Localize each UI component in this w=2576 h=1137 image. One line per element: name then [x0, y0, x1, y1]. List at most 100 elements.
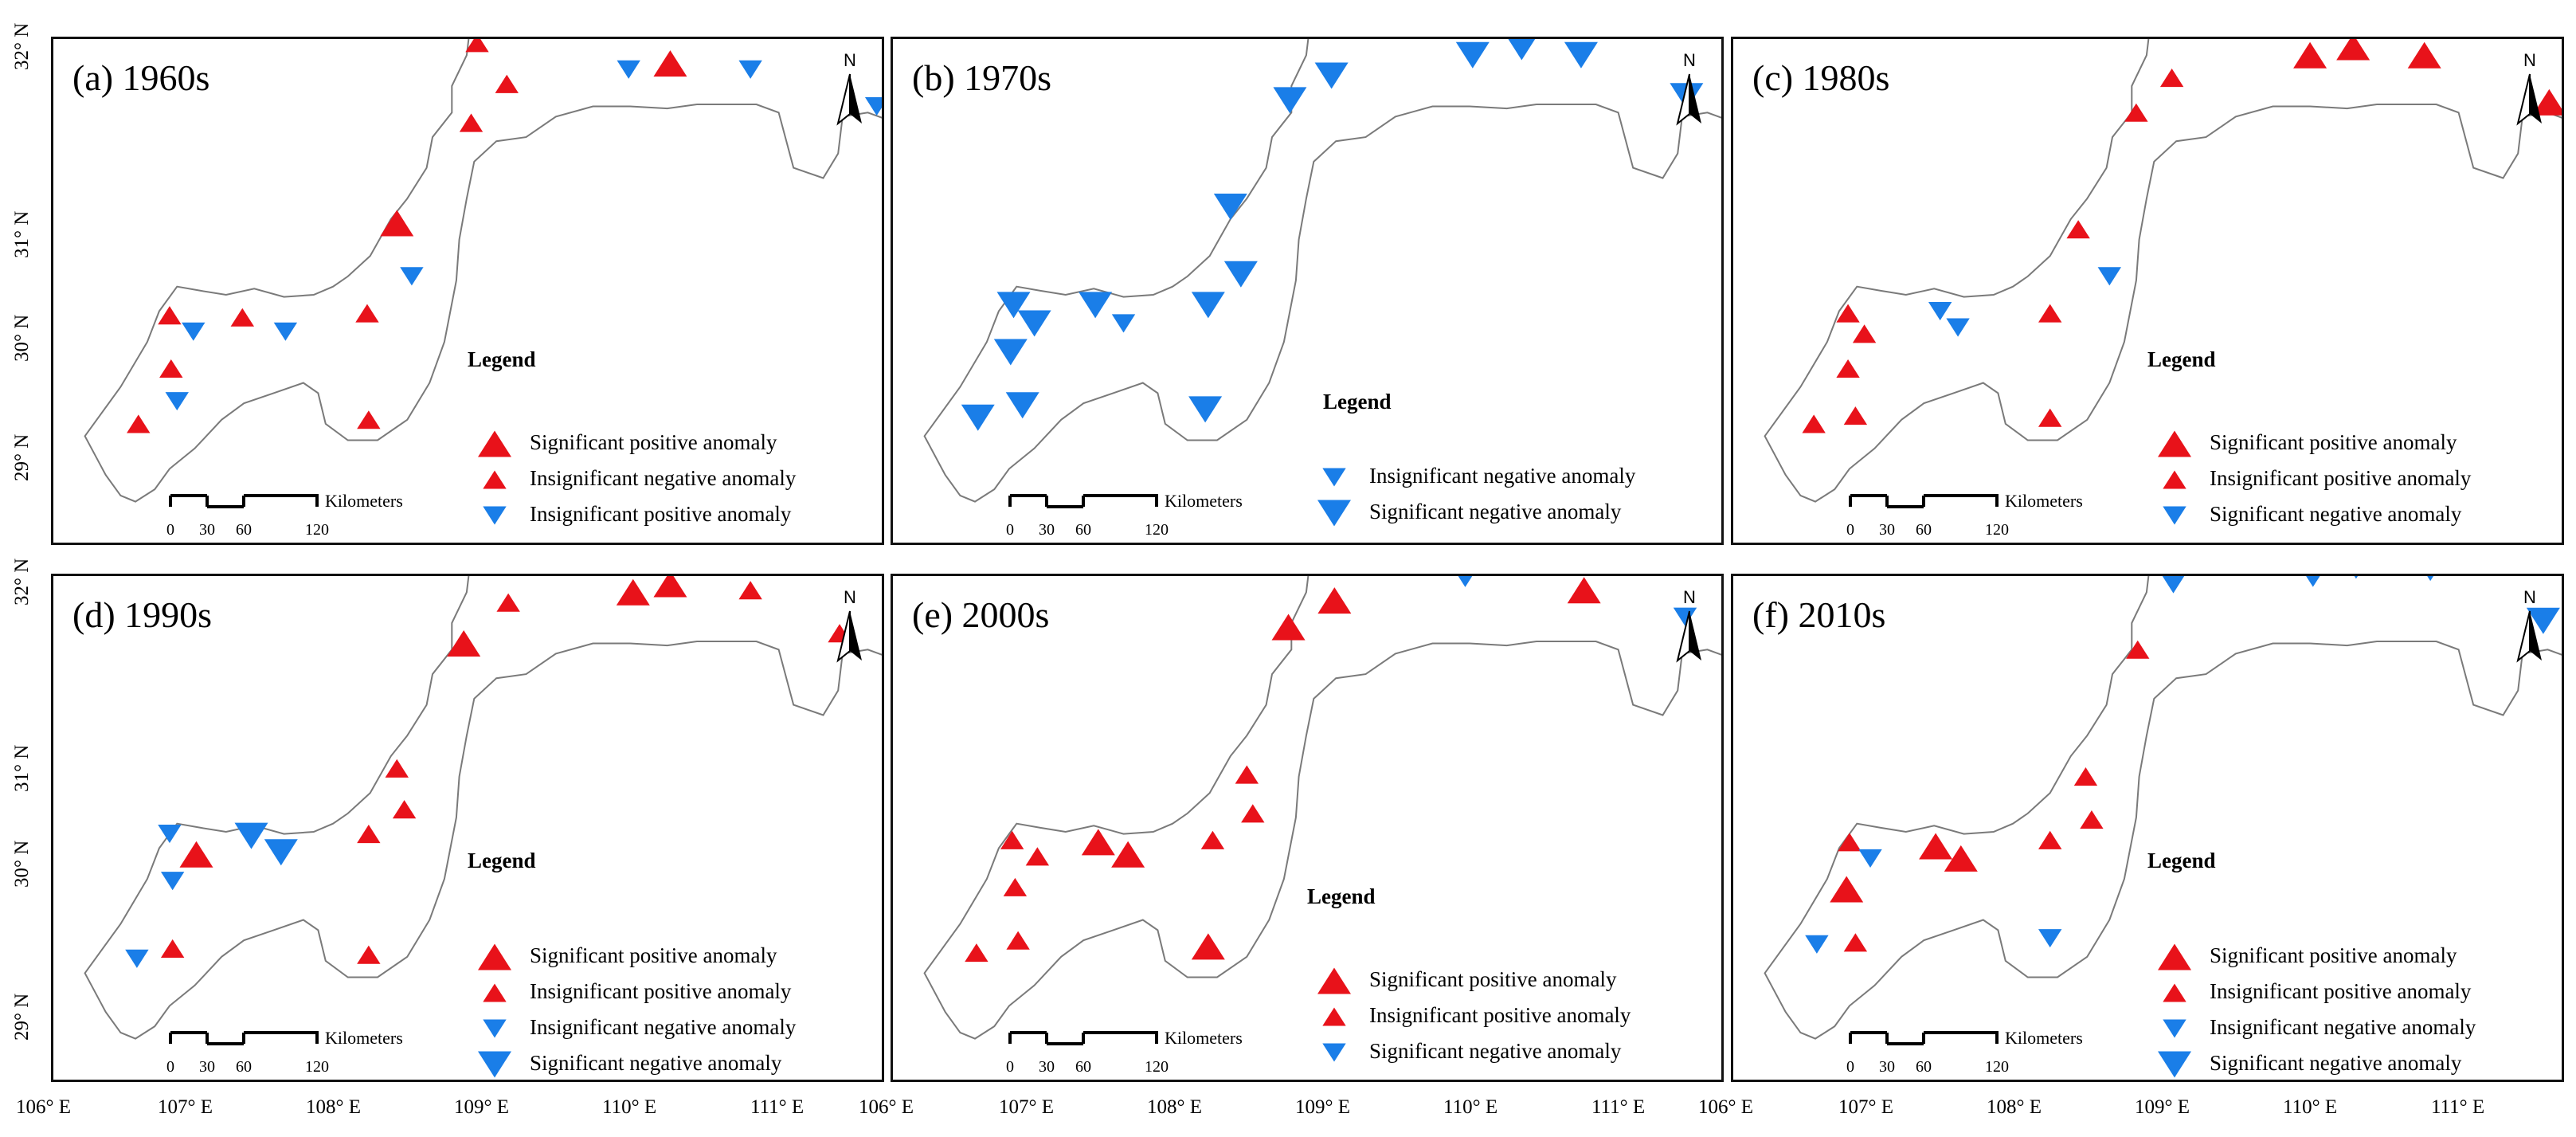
- station-up-big-marker: [1191, 933, 1225, 960]
- legend-symbol-up-big: [2158, 430, 2191, 457]
- lat-label-29: 29° N: [11, 433, 33, 481]
- legend-label: Insignificant negative anomaly: [2210, 1015, 2476, 1039]
- legend-label: Significant positive anomaly: [1369, 967, 1617, 991]
- station-down-small-marker: [1673, 607, 1697, 626]
- scale-bar-graphic: [1008, 494, 1158, 508]
- legend-label: Significant positive anomaly: [530, 943, 777, 967]
- station-up-big-marker: [1567, 577, 1601, 604]
- scale-tick-label: 30: [199, 1058, 215, 1076]
- station-up-small-marker: [357, 825, 381, 844]
- lon-label-111: 111° E: [750, 1096, 805, 1118]
- station-down-small-marker: [738, 60, 762, 79]
- station-down-small-marker: [1111, 314, 1136, 333]
- station-up-small-marker: [1025, 847, 1050, 866]
- legend-symbol-down-small: [1322, 1043, 1346, 1062]
- station-down-small-marker: [400, 267, 424, 286]
- station-up-small-marker: [2124, 103, 2148, 122]
- scale-tick-label: 60: [1075, 521, 1091, 539]
- station-up-small-marker: [1843, 933, 1868, 952]
- lat-label-31-lower: 31° N: [11, 744, 33, 792]
- lon-label-108: 108° E: [306, 1096, 362, 1118]
- station-up-small-marker: [1200, 830, 1225, 849]
- scale-tick-label: 120: [305, 521, 329, 539]
- station-up-small-marker: [2038, 304, 2062, 323]
- station-up-small-marker: [1000, 830, 1024, 849]
- station-up-small-marker: [1852, 324, 1877, 343]
- legend-symbol-up-big: [478, 430, 511, 457]
- lat-label-32-lower: 32° N: [11, 558, 33, 606]
- lon-label-111: 111° E: [2431, 1096, 2485, 1118]
- station-up-small-marker: [1836, 304, 1860, 323]
- scale-tick-label: 30: [1879, 1058, 1895, 1076]
- basin-boundary: [1764, 39, 2562, 503]
- scale-bar: Kilometers 0 30 60 120: [1846, 491, 2088, 555]
- north-arrow-icon: N: [2510, 50, 2550, 133]
- legend-symbol-up-big: [478, 943, 511, 970]
- station-up-big-marker: [179, 841, 213, 868]
- lon-label-106: 106° E: [859, 1096, 914, 1118]
- north-arrow-shape: [836, 610, 862, 663]
- scale-tick-label: 60: [1075, 1058, 1091, 1076]
- legend-label: Significant negative anomaly: [2210, 502, 2462, 526]
- station-up-big-marker: [447, 630, 481, 657]
- station-up-small-marker: [1843, 406, 1868, 425]
- station-up-small-marker: [2126, 640, 2150, 659]
- station-up-small-marker: [160, 939, 185, 959]
- lon-label-106: 106° E: [1698, 1096, 1754, 1118]
- legend-label: Significant negative anomaly: [530, 1051, 782, 1075]
- north-label: N: [1683, 50, 1696, 70]
- station-up-small-marker: [459, 113, 483, 132]
- legend-symbol-up-small: [483, 983, 507, 1002]
- station-down-small-marker: [182, 322, 206, 341]
- station-down-small-marker: [273, 322, 298, 341]
- station-down-small-marker: [1805, 935, 1829, 954]
- station-up-small-marker: [357, 945, 381, 964]
- legend-symbol-down-small: [483, 1019, 507, 1038]
- map-panel-f: (f) 2010s N Kilometers 0 30 60 120 Legend Signif…: [1731, 574, 2564, 1082]
- legend-label: Insignificant positive anomaly: [530, 502, 792, 526]
- basin-boundary: [84, 576, 882, 1040]
- lat-label-30: 30° N: [11, 314, 33, 362]
- map-panel-d: (d) 1990s N Kilometers 0 30 60 120 Legend Signif…: [51, 574, 884, 1082]
- station-down-big-marker: [1273, 87, 1307, 114]
- legend-label: Insignificant positive anomaly: [2210, 466, 2472, 490]
- station-down-big-marker: [1223, 261, 1258, 288]
- station-down-small-marker: [1946, 318, 1970, 337]
- station-up-small-marker: [738, 581, 762, 600]
- scale-tick-label: 60: [1916, 521, 1932, 539]
- station-up-small-marker: [355, 304, 379, 323]
- station-down-big-marker: [1191, 292, 1225, 319]
- north-label: N: [844, 587, 856, 607]
- lat-label-29-lower: 29° N: [11, 993, 33, 1041]
- panel-title: (d) 1990s: [72, 594, 213, 635]
- station-up-big-marker: [1944, 845, 1978, 872]
- scale-tick-label: 0: [1846, 521, 1854, 539]
- station-up-big-marker: [616, 578, 650, 606]
- station-down-small-marker: [1858, 849, 1882, 868]
- legend-symbol-up-big: [2158, 943, 2191, 970]
- panel-title: (b) 1970s: [912, 57, 1052, 98]
- station-up-big-marker: [2407, 41, 2441, 69]
- legend-label: Insignificant negative anomaly: [530, 1015, 797, 1039]
- station-up-small-marker: [965, 943, 989, 963]
- station-up-small-marker: [158, 306, 182, 325]
- north-arrow-shape: [2516, 610, 2542, 663]
- station-up-small-marker: [127, 414, 151, 433]
- legend-symbol-up-big: [1317, 967, 1351, 994]
- station-up-big-marker: [1111, 841, 1145, 868]
- legend-symbol-down-big: [2158, 1051, 2191, 1078]
- panel-title: (e) 2000s: [912, 594, 1050, 635]
- station-up-small-marker: [2038, 830, 2062, 849]
- scale-tick-label: 30: [199, 521, 215, 539]
- legend-title: Legend: [1323, 390, 1392, 414]
- station-down-small-marker: [2038, 929, 2062, 948]
- scale-unit-label: Kilometers: [325, 491, 403, 511]
- station-down-big-marker: [1508, 39, 1536, 61]
- station-up-small-marker: [465, 39, 489, 53]
- station-up-big-marker: [653, 576, 687, 598]
- station-down-small-marker: [165, 392, 189, 411]
- station-up-big-marker: [1271, 614, 1306, 641]
- station-down-small-marker: [617, 60, 640, 79]
- scale-tick-label: 30: [1039, 521, 1055, 539]
- lon-label-107: 107° E: [1838, 1096, 1894, 1118]
